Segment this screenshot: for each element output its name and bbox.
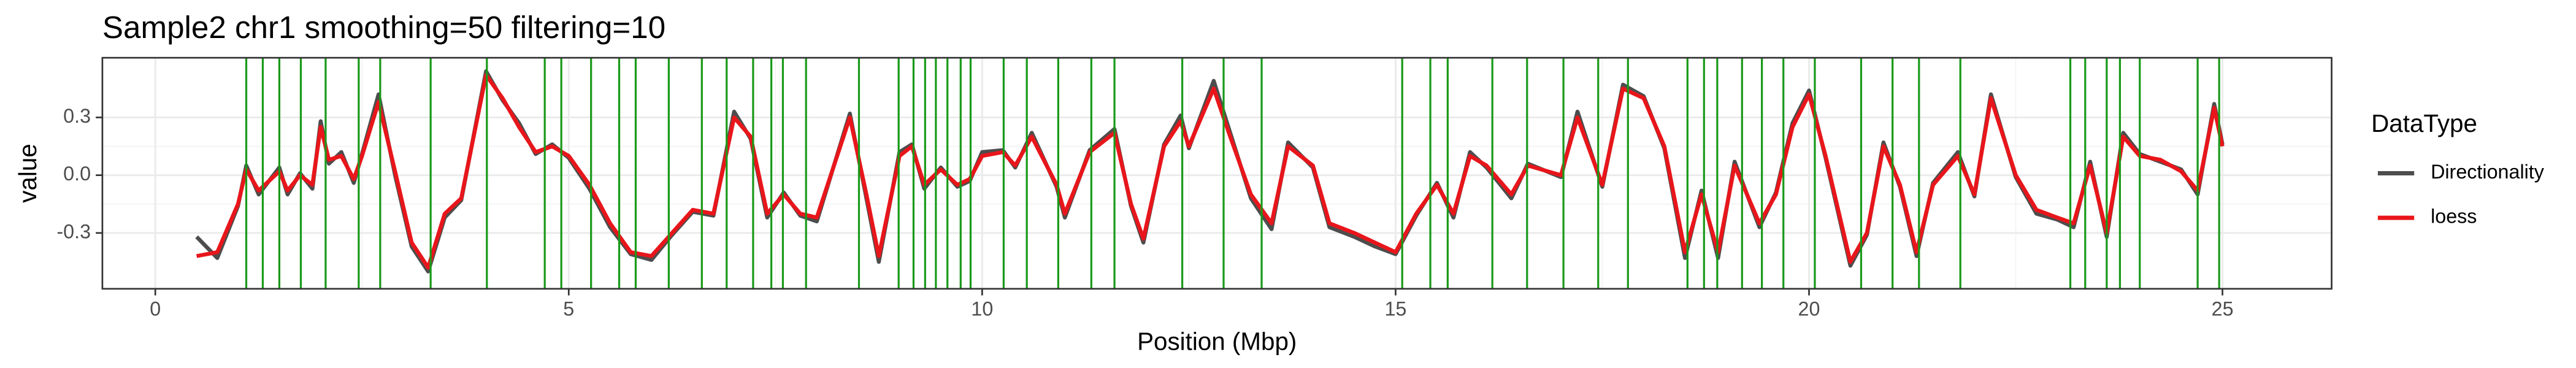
legend-label: Directionality — [2431, 161, 2545, 183]
x-tick-label: 5 — [563, 297, 574, 320]
series-line — [196, 73, 2225, 270]
y-tick-label: 0.3 — [63, 105, 91, 127]
legend-label: loess — [2431, 205, 2477, 228]
x-tick-label: 15 — [1384, 297, 1406, 320]
y-tick-label: 0.0 — [63, 163, 91, 185]
x-tick-label: 20 — [1798, 297, 1820, 320]
y-axis-label: value — [13, 144, 42, 202]
plot-border — [101, 56, 2333, 290]
x-tick-label: 25 — [2212, 297, 2234, 320]
chart-title: Sample2 chr1 smoothing=50 filtering=10 — [102, 10, 665, 45]
y-tick-label: -0.3 — [56, 220, 91, 242]
x-tick-label: 10 — [971, 297, 993, 320]
x-axis-label: Position (Mbp) — [1137, 327, 1297, 355]
legend-title: DataType — [2371, 109, 2477, 137]
x-tick-label: 0 — [150, 297, 161, 320]
